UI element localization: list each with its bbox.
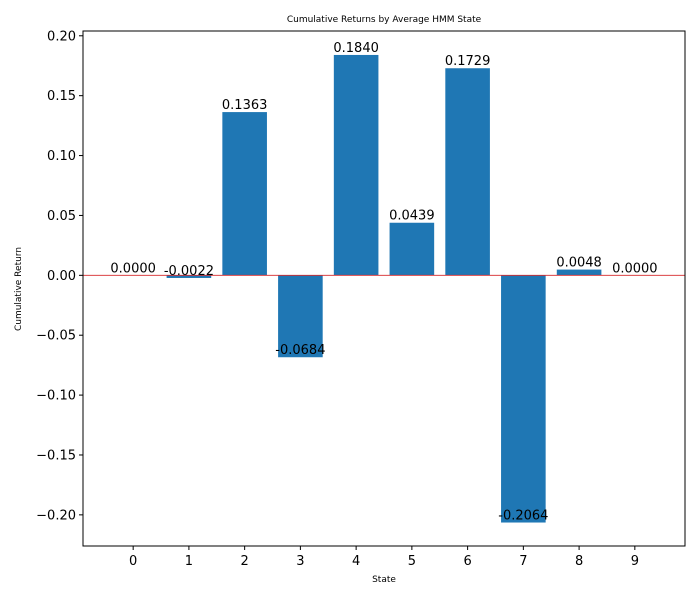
y-tick-label: 0.20 [47,29,76,44]
bar-6 [445,68,490,276]
bar-3 [278,275,323,358]
x-tick-label: 3 [296,554,304,569]
bar-value-label-7: -0.2064 [498,509,548,524]
bar-5 [389,222,435,276]
x-tick-label: 5 [408,554,416,569]
bar-value-label-3: -0.0684 [275,343,325,358]
y-tick-label: 0.15 [47,89,76,104]
bar-value-labels: 0.0000 -0.0022 0.1363 -0.0684 0.1840 0.0439 0.… [110,41,657,524]
bar-value-label-5: 0.0439 [389,209,435,224]
plot-frame [82,30,686,547]
y-tick-label: −0.10 [36,389,76,404]
y-tick-label: 0.05 [47,209,76,224]
bars-layer [166,54,602,523]
x-axis-title: State [372,575,396,585]
x-tick-label: 4 [352,554,360,569]
x-tick-label: 0 [129,554,137,569]
bar-value-label-9: 0.0000 [612,261,658,276]
bar-value-label-6: 0.1729 [445,54,491,69]
x-tick-label: 8 [575,554,583,569]
bar-1 [166,275,212,278]
bar-value-label-0: 0.0000 [110,261,156,276]
x-tick-label: 9 [631,554,639,569]
x-tick-label: 6 [463,554,471,569]
bar-value-label-4: 0.1840 [333,41,379,56]
bar-value-label-8: 0.0048 [556,256,602,271]
bar-2 [222,112,267,276]
y-tick-label: 0.00 [47,269,76,284]
x-tick-label: 2 [241,554,249,569]
bar-value-label-1: -0.0022 [164,264,214,279]
chart-title: Cumulative Returns by Average HMM State [287,15,482,25]
x-tick-label: 7 [519,554,527,569]
y-tick-label: −0.20 [36,508,76,523]
bar-8 [556,269,602,276]
y-tick-label: −0.15 [36,448,76,463]
y-axis-title: Cumulative Return [14,247,24,331]
x-tick-label: 1 [185,554,193,569]
axes-layer: −0.20 −0.15 −0.10 −0.05 0.00 0.05 0.10 0.15 0.20… [36,29,686,569]
bar-value-label-2: 0.1363 [222,98,268,113]
y-tick-label: −0.05 [36,329,76,344]
y-tick-label: 0.10 [47,149,76,164]
bar-4 [333,54,379,276]
bar-7 [501,275,546,523]
